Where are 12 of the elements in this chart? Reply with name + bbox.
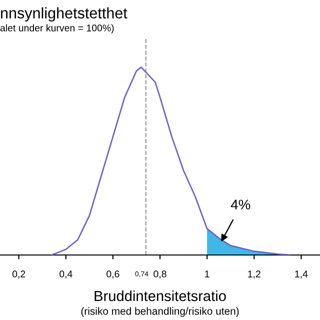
x-tick-label: 1: [205, 270, 210, 278]
x-tick-label: 0,6: [106, 270, 120, 279]
x-tick-label: 0,4: [60, 270, 72, 279]
x-axis-title: Bruddintensitetsratio: [94, 290, 226, 302]
x-tick-label: 0,2: [12, 270, 26, 279]
x-tick-label: 1,4: [295, 270, 308, 279]
annotation: 4%: [230, 200, 250, 210]
x-tick-label: 0,8: [154, 270, 166, 279]
text: (risiko med behandling/risiko uten): [81, 307, 239, 317]
chart-subtitle: alet under kurven = 100%): [0, 24, 114, 34]
x-tick-label: 1,2: [248, 270, 260, 279]
chart-title: nnsynlighetstetthet: [1, 7, 128, 22]
